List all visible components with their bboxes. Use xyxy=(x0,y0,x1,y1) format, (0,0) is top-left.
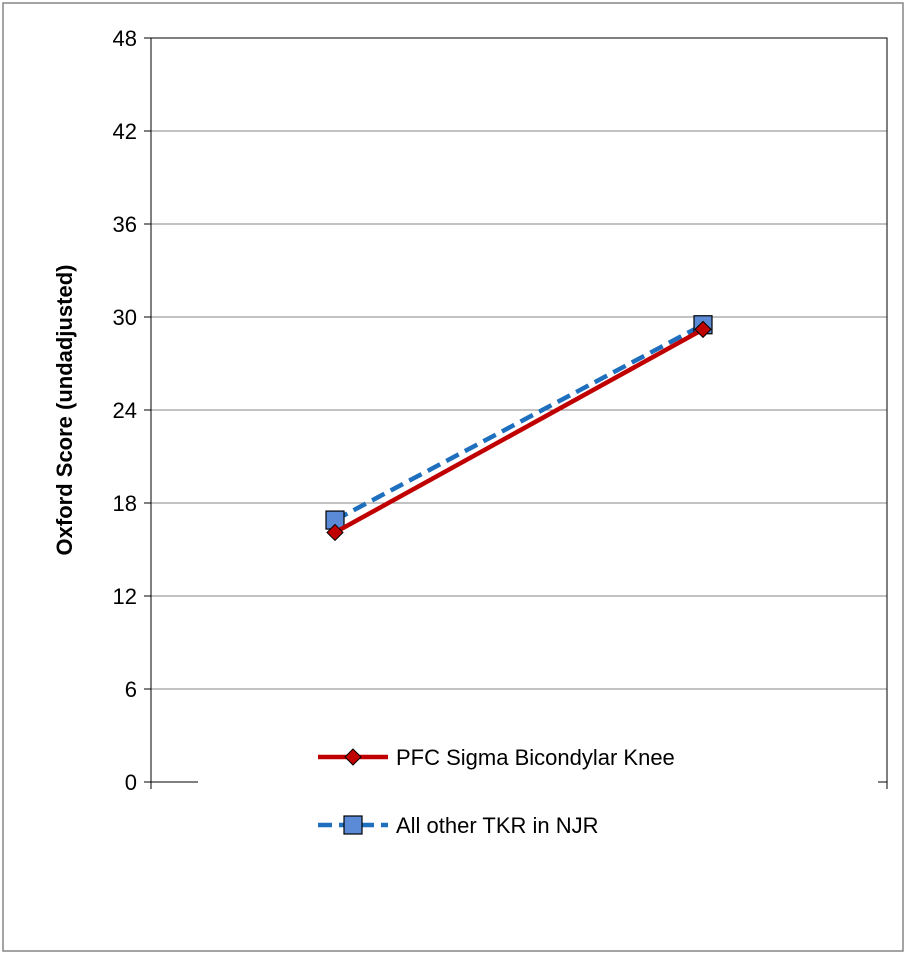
series-line xyxy=(333,327,705,535)
legend-swatch-marker xyxy=(344,748,362,766)
y-tick-label: 36 xyxy=(113,212,137,237)
legend-label: All other TKR in NJR xyxy=(396,813,599,838)
y-tick-label: 24 xyxy=(113,398,137,423)
data-point xyxy=(694,320,712,339)
legend-swatch-marker xyxy=(343,815,363,835)
y-tick-label: 48 xyxy=(113,26,137,51)
y-axis: 0 6 12 18 24 30 36 42 48 xyxy=(113,26,151,795)
legend-background xyxy=(198,718,878,858)
legend-item: PFC Sigma Bicondylar Knee xyxy=(318,745,675,770)
legend: PFC Sigma Bicondylar Knee All other TKR i… xyxy=(198,718,878,858)
data-point xyxy=(326,523,344,542)
y-tick-label: 6 xyxy=(125,677,137,702)
y-tick-label: 42 xyxy=(113,119,137,144)
series-line xyxy=(333,322,705,523)
y-axis-title: Oxford Score (undadjusted) xyxy=(52,265,77,556)
gridlines xyxy=(151,37,887,690)
y-tick-label: 0 xyxy=(125,770,137,795)
y-tick-label: 12 xyxy=(113,584,137,609)
series-pfc-sigma xyxy=(326,320,712,542)
series-group xyxy=(325,315,713,542)
y-tick-label: 18 xyxy=(113,491,137,516)
y-tick-label: 30 xyxy=(113,305,137,330)
legend-label: PFC Sigma Bicondylar Knee xyxy=(396,745,675,770)
legend-item: All other TKR in NJR xyxy=(318,813,599,838)
